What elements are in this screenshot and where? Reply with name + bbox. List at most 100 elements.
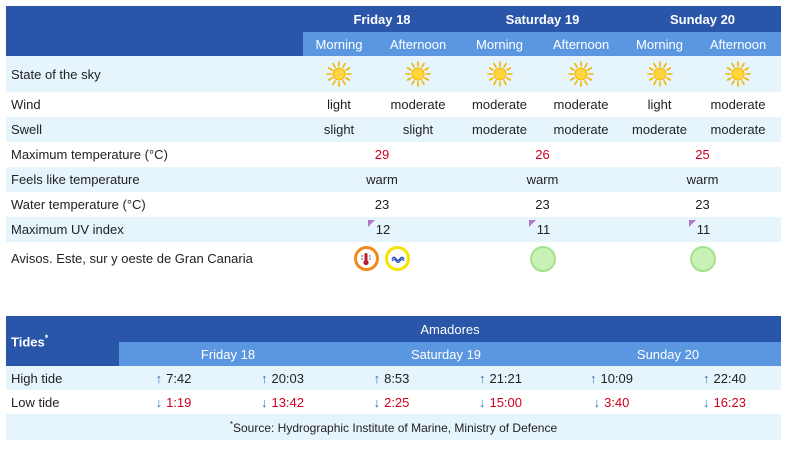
down-arrow-icon: ↓ xyxy=(593,394,601,410)
down-arrow-icon: ↓ xyxy=(260,394,268,410)
row-avisos: Avisos. Este, sur y oeste de Gran Canari… xyxy=(6,242,782,275)
down-arrow-icon: ↓ xyxy=(155,394,163,410)
tides-title-mark: * xyxy=(44,332,49,343)
no-warning-icon[interactable] xyxy=(529,245,556,272)
sun-icon xyxy=(326,61,352,87)
sun-icon xyxy=(568,61,594,87)
period-header: Afternoon xyxy=(695,32,782,56)
row-label-feels-like: Feels like temperature xyxy=(6,167,303,192)
tides-location-header: Tides* Amadores xyxy=(6,316,781,366)
swell-value: moderate xyxy=(695,117,782,142)
forecast-days-header: Friday 18 Saturday 19 Sunday 20 xyxy=(6,6,782,32)
period-header: Morning xyxy=(624,32,696,56)
row-max-temp: Maximum temperature (°C) 29 26 25 xyxy=(6,142,782,167)
uv-index-value[interactable]: 12 xyxy=(367,220,390,237)
uv-flag-icon xyxy=(688,220,696,227)
down-arrow-icon: ↓ xyxy=(373,394,381,410)
row-water-temp: Water temperature (°C) 23 23 23 xyxy=(6,192,782,217)
no-warning-icon[interactable] xyxy=(689,245,716,272)
wind-value: moderate xyxy=(461,92,538,117)
row-low-tide: Low tide ↓ 1:19 ↓ 13:42 ↓ 2:25 ↓ 15:00 ↓ 3:40… xyxy=(6,390,781,414)
water-temp-value: 23 xyxy=(303,192,461,217)
row-high-tide: High tide ↑ 7:42 ↑ 20:03 ↑ 8:53 ↑ 21:21 ↑ 10:… xyxy=(6,366,781,390)
tides-location: Amadores xyxy=(119,316,781,342)
high-tide-time: ↑ 20:03 xyxy=(228,366,337,390)
max-temp-value: 26 xyxy=(461,142,625,167)
sun-icon xyxy=(646,61,673,87)
day-header-sunday: Sunday 20 xyxy=(624,6,782,32)
tides-footnote-row: *Source: Hydrographic Institute of Marin… xyxy=(6,414,781,440)
wind-value: moderate xyxy=(375,92,461,117)
row-label-high-tide: High tide xyxy=(6,366,119,390)
period-header: Afternoon xyxy=(538,32,625,56)
row-sky: State of the sky xyxy=(6,56,782,92)
sun-icon xyxy=(405,61,431,87)
swell-value: slight xyxy=(375,117,461,142)
row-label-sky: State of the sky xyxy=(6,56,303,92)
high-tide-time: ↑ 10:09 xyxy=(555,366,668,390)
wind-value: light xyxy=(624,92,696,117)
wind-value: moderate xyxy=(695,92,782,117)
up-arrow-icon: ↑ xyxy=(589,370,597,386)
low-tide-time: ↓ 2:25 xyxy=(337,390,446,414)
coastal-warning-icon[interactable] xyxy=(385,246,411,271)
wind-value: light xyxy=(303,92,375,117)
low-tide-time: ↓ 1:19 xyxy=(119,390,228,414)
high-tide-time: ↑ 21:21 xyxy=(446,366,555,390)
down-arrow-icon: ↓ xyxy=(478,394,486,410)
period-header: Afternoon xyxy=(375,32,461,56)
tides-days-header: Friday 18 Saturday 19 Sunday 20 xyxy=(6,342,781,366)
swell-value: moderate xyxy=(538,117,625,142)
feels-like-value: warm xyxy=(624,167,782,192)
swell-value: slight xyxy=(303,117,375,142)
up-arrow-icon: ↑ xyxy=(702,370,710,386)
tides-table: Tides* Amadores Friday 18 Saturday 19 Su… xyxy=(6,316,781,440)
forecast-table: Friday 18 Saturday 19 Sunday 20 Morning … xyxy=(6,6,782,275)
sun-icon xyxy=(725,61,751,87)
feels-like-value: warm xyxy=(303,167,461,192)
wind-value: moderate xyxy=(538,92,625,117)
up-arrow-icon: ↑ xyxy=(260,370,268,386)
row-label-low-tide: Low tide xyxy=(6,390,119,414)
forecast-periods-header: Morning Afternoon Morning Afternoon Morn… xyxy=(6,32,782,56)
tides-day-friday: Friday 18 xyxy=(119,342,337,366)
tides-title: Tides* xyxy=(6,316,119,366)
header-blank xyxy=(6,6,303,32)
row-wind: Wind light moderate moderate moderate li… xyxy=(6,92,782,117)
period-header: Morning xyxy=(303,32,375,56)
row-label-water-temp: Water temperature (°C) xyxy=(6,192,303,217)
up-arrow-icon: ↑ xyxy=(478,370,486,386)
uv-flag-icon xyxy=(528,220,536,227)
row-label-uv: Maximum UV index xyxy=(6,217,303,242)
row-label-max-temp: Maximum temperature (°C) xyxy=(6,142,303,167)
up-arrow-icon: ↑ xyxy=(155,370,163,386)
tides-footnote: *Source: Hydrographic Institute of Marin… xyxy=(6,414,781,440)
swell-value: moderate xyxy=(624,117,696,142)
row-feels-like: Feels like temperature warm warm warm xyxy=(6,167,782,192)
tides-day-saturday: Saturday 19 xyxy=(337,342,555,366)
period-header: Morning xyxy=(461,32,538,56)
uv-index-value[interactable]: 11 xyxy=(528,220,550,237)
heat-warning-icon[interactable] xyxy=(353,246,379,271)
uv-index-value[interactable]: 11 xyxy=(688,220,710,237)
row-label-avisos: Avisos. Este, sur y oeste de Gran Canari… xyxy=(6,242,303,275)
water-temp-value: 23 xyxy=(624,192,782,217)
high-tide-time: ↑ 7:42 xyxy=(119,366,228,390)
row-uv: Maximum UV index 12 11 11 xyxy=(6,217,782,242)
feels-like-value: warm xyxy=(461,167,625,192)
max-temp-value: 25 xyxy=(624,142,782,167)
header-blank xyxy=(6,32,303,56)
down-arrow-icon: ↓ xyxy=(702,394,710,410)
row-label-swell: Swell xyxy=(6,117,303,142)
footnote-mark: * xyxy=(229,419,233,429)
swell-value: moderate xyxy=(461,117,538,142)
max-temp-value: 29 xyxy=(303,142,461,167)
high-tide-time: ↑ 8:53 xyxy=(337,366,446,390)
up-arrow-icon: ↑ xyxy=(373,370,381,386)
low-tide-time: ↓ 16:23 xyxy=(668,390,781,414)
low-tide-time: ↓ 3:40 xyxy=(555,390,668,414)
water-temp-value: 23 xyxy=(461,192,625,217)
uv-flag-icon xyxy=(367,220,375,227)
low-tide-time: ↓ 13:42 xyxy=(228,390,337,414)
high-tide-time: ↑ 22:40 xyxy=(668,366,781,390)
